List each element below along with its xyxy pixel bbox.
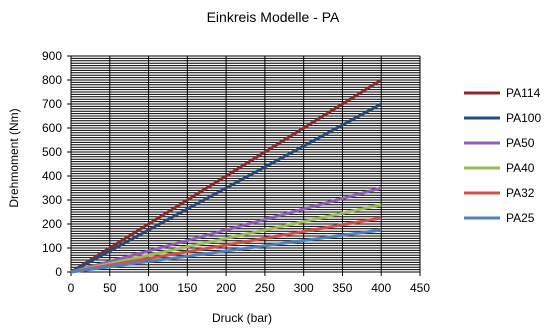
x-tick-label: 50 — [103, 281, 117, 295]
legend-item-pa32: PA32 — [464, 186, 535, 200]
legend: PA114 PA100 PA50 PA40 PA32 PA25 — [464, 86, 541, 225]
y-tick-label: 700 — [42, 97, 62, 111]
series-line-pa50 — [70, 186, 382, 274]
x-tick-label: 350 — [332, 281, 352, 295]
legend-label: PA114 — [506, 86, 541, 100]
legend-label: PA25 — [506, 211, 535, 225]
x-axis-label: Druck (bar) — [212, 311, 272, 325]
axes — [67, 55, 421, 276]
legend-label: PA100 — [506, 111, 541, 125]
x-tick-label: 300 — [294, 281, 314, 295]
legend-item-pa114: PA114 — [464, 86, 541, 100]
series-line-pa40 — [70, 203, 382, 274]
legend-item-pa40: PA40 — [464, 161, 535, 175]
series-lines — [70, 78, 383, 274]
x-tick-label: 400 — [371, 281, 391, 295]
series-line-pa100 — [70, 102, 382, 274]
y-tick-label: 400 — [42, 169, 62, 183]
legend-label: PA40 — [506, 161, 535, 175]
x-tick-label: 150 — [177, 281, 197, 295]
legend-item-pa25: PA25 — [464, 211, 535, 225]
x-tick-label: 450 — [410, 281, 430, 295]
series-line-pa32 — [70, 216, 382, 274]
legend-item-pa100: PA100 — [464, 111, 541, 125]
y-axis-label: Drehmoment (Nm) — [7, 108, 21, 207]
series-line-pa114 — [70, 78, 383, 274]
x-tick-label: 200 — [216, 281, 236, 295]
chart-title: Einkreis Modelle - PA — [207, 9, 340, 25]
legend-item-pa50: PA50 — [464, 136, 535, 150]
series-line-pa25 — [70, 228, 382, 274]
x-tick-label: 0 — [68, 281, 75, 295]
y-tick-label: 200 — [42, 217, 62, 231]
legend-label: PA50 — [506, 136, 535, 150]
tick-labels: 0 100 200 300 400 500 600 700 800 900 0 50 100 150 200… — [42, 49, 430, 295]
y-tick-label: 100 — [42, 241, 62, 255]
x-tick-label: 250 — [255, 281, 275, 295]
y-tick-label: 500 — [42, 145, 62, 159]
y-tick-label: 300 — [42, 193, 62, 207]
y-tick-label: 0 — [55, 265, 62, 279]
y-tick-label: 900 — [42, 49, 62, 63]
y-tick-label: 600 — [42, 121, 62, 135]
legend-label: PA32 — [506, 186, 535, 200]
x-tick-label: 100 — [139, 281, 159, 295]
y-tick-label: 800 — [42, 73, 62, 87]
